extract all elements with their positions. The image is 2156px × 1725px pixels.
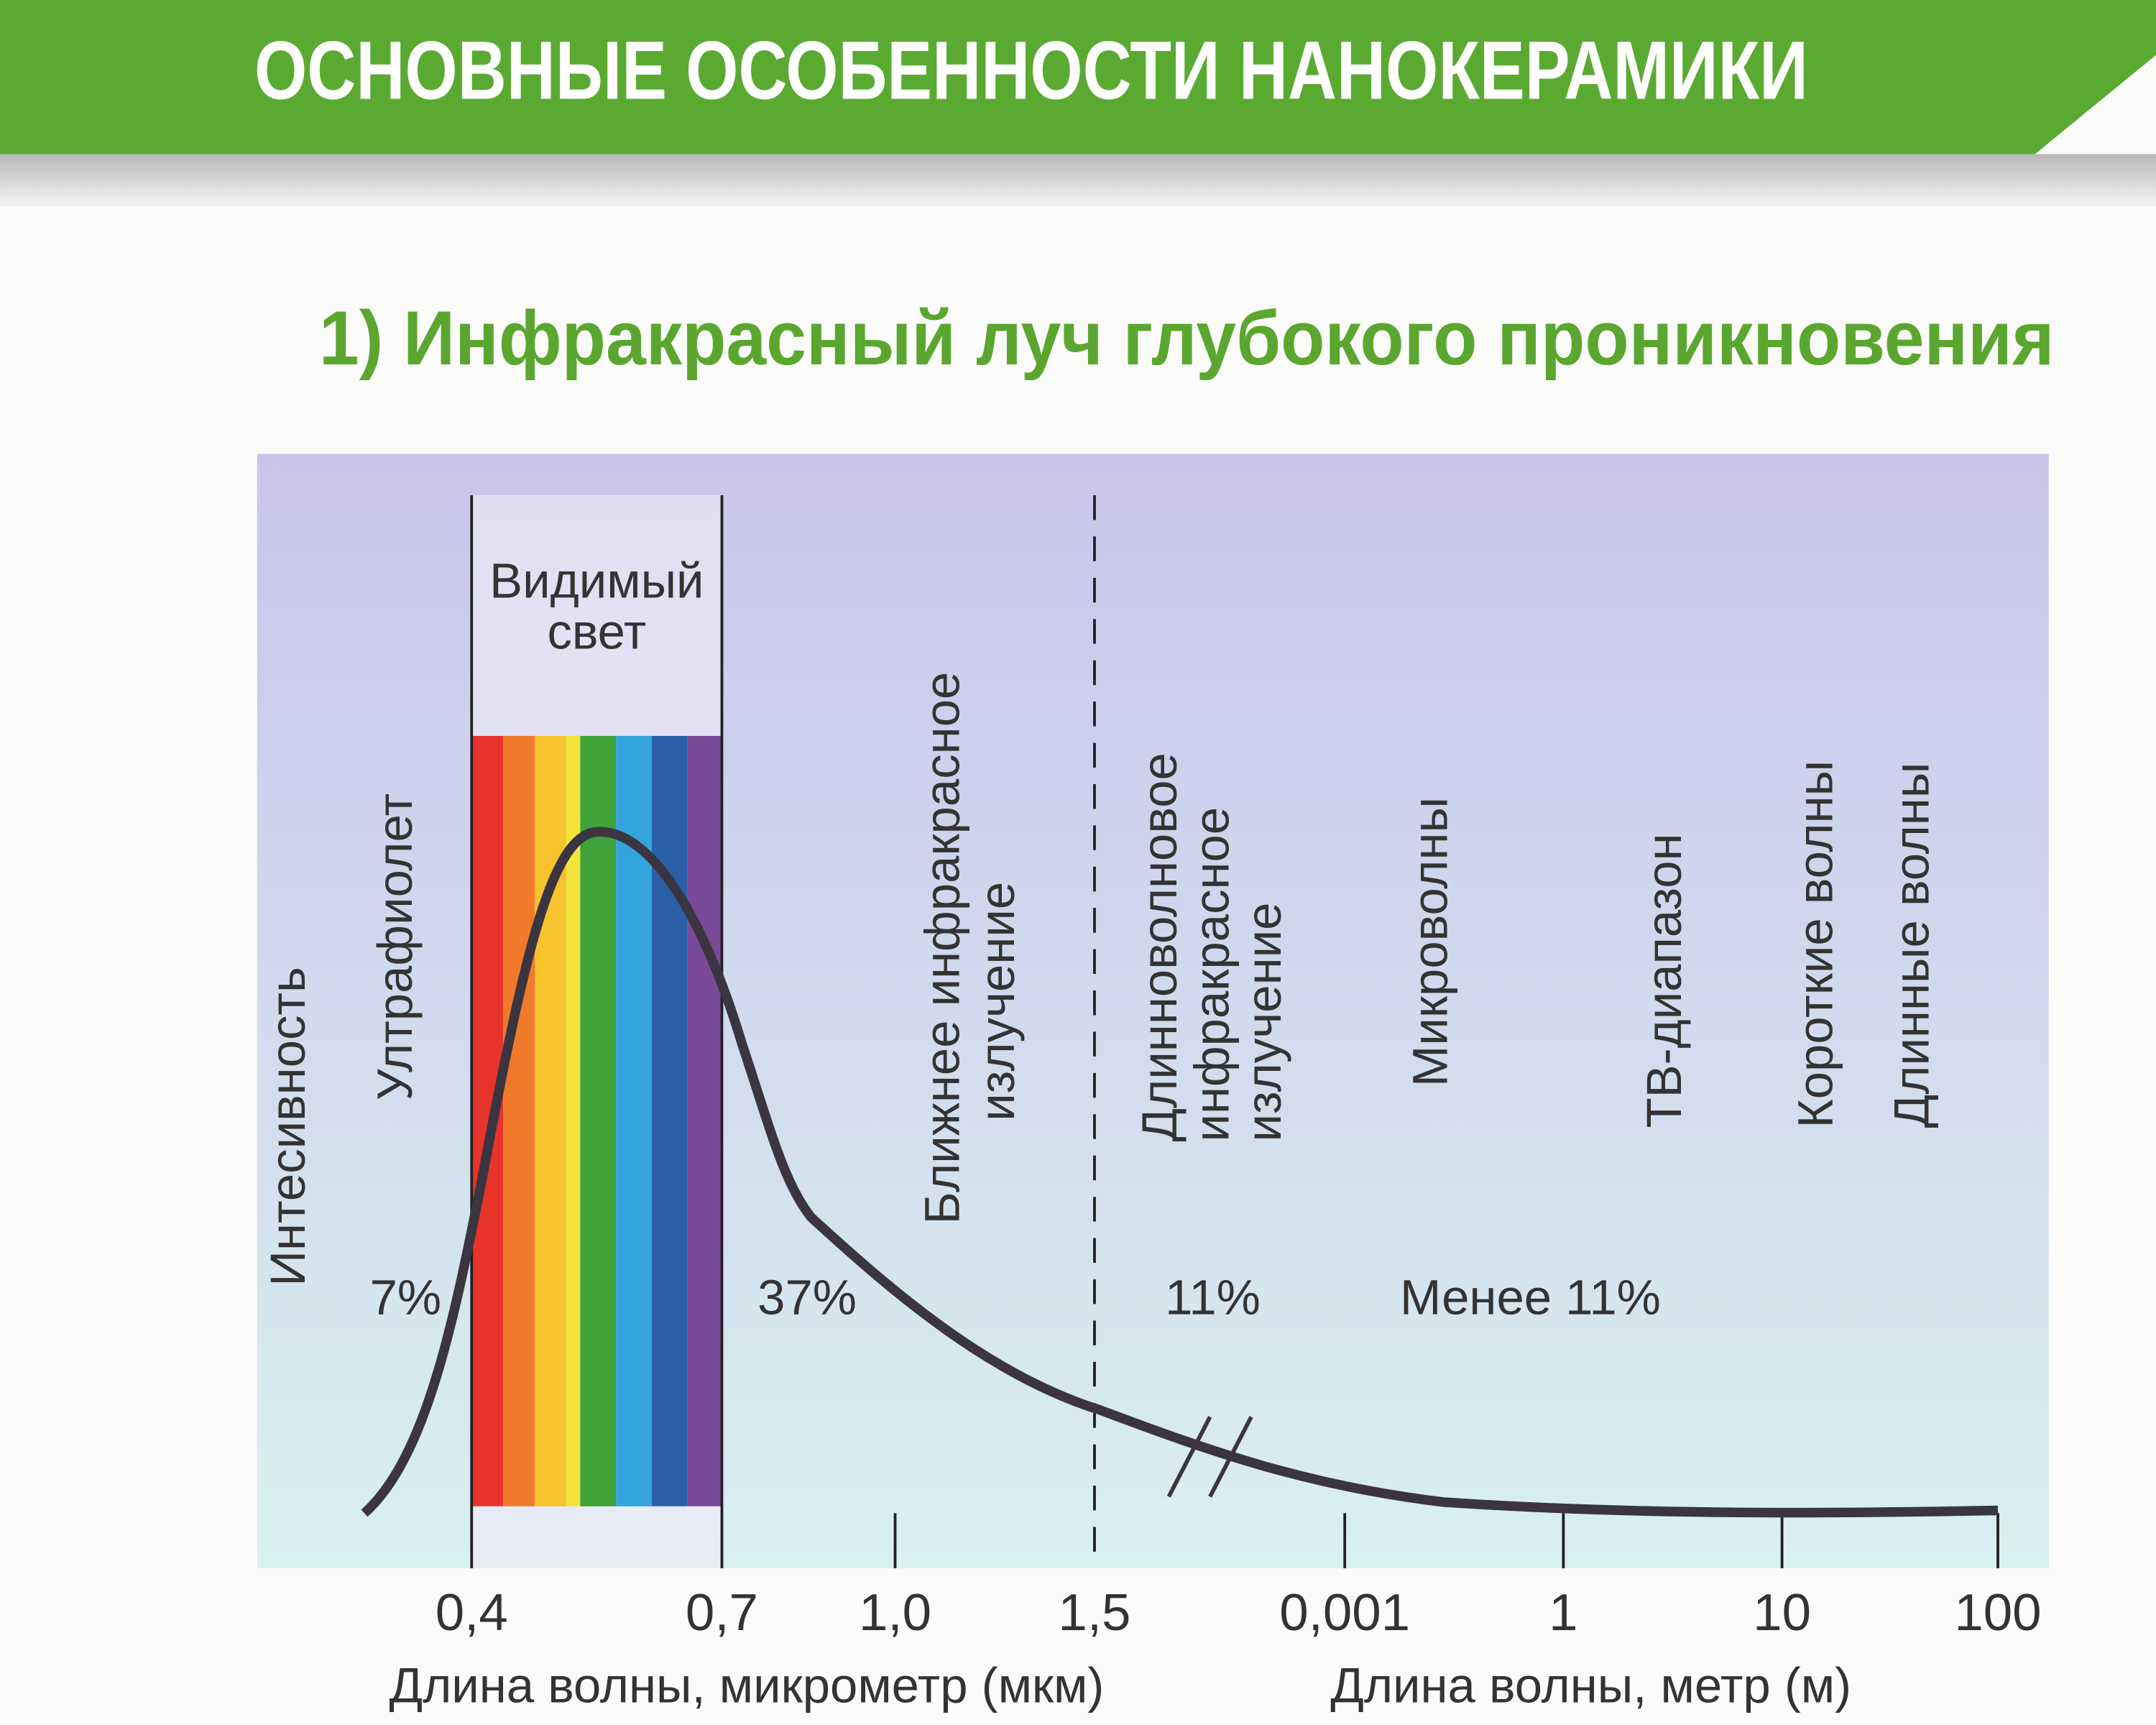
share-label: Менее 11%: [1400, 1270, 1661, 1325]
x-tick-label: 1,0: [859, 1583, 931, 1642]
axis-break: [1208, 1415, 1253, 1498]
share-label: 37%: [757, 1270, 857, 1325]
header-band: [0, 0, 2156, 155]
section-title: 1) Инфракрасный луч глубокого проникнове…: [319, 295, 2055, 381]
header-shadow: [0, 154, 2156, 207]
spectrum-stripe: [651, 735, 688, 1506]
x-tick-label: 100: [1954, 1583, 2041, 1642]
spectrum: [471, 735, 722, 1506]
intensity-curve: [361, 827, 1999, 1518]
x-tick-label: 1: [1549, 1583, 1577, 1642]
spectrum-stripe: [471, 735, 504, 1506]
spectrum-stripe: [503, 735, 535, 1506]
x-axis-title: Длина волны, метр (м): [1330, 1657, 1851, 1713]
region-label: излучение: [969, 882, 1025, 1121]
axis-break: [1166, 1415, 1212, 1498]
region-label: Микроволны: [1403, 797, 1458, 1087]
region-label: Ближнее инфракрасное: [915, 672, 970, 1225]
region-label: Видимый: [489, 553, 704, 609]
region-label: Короткие волны: [1787, 760, 1843, 1128]
header-title: ОСНОВНЫЕ ОСОБЕННОСТИ НАНОКЕРАМИКИ: [254, 24, 1808, 116]
ticks: [893, 1513, 1999, 1568]
region-label: Длинные волны: [1884, 763, 1939, 1128]
x-axis-title: Длина волны, микрометр (мкм): [389, 1657, 1104, 1713]
region-label: Ултрафиолет: [367, 794, 423, 1100]
x-tick-label: 1,5: [1058, 1583, 1130, 1642]
spectrum-stripe: [687, 735, 722, 1506]
x-tick-label: 10: [1753, 1583, 1811, 1642]
region-label: инфракрасное: [1184, 807, 1240, 1142]
spectrum-stripe: [535, 735, 567, 1506]
x-tick-label: 0,4: [436, 1583, 508, 1642]
region-label: свет: [547, 604, 646, 659]
x-tick-label: 0,001: [1279, 1583, 1410, 1642]
y-axis-label: Интесивность: [260, 967, 315, 1286]
x-tick-label: 0,7: [686, 1583, 758, 1642]
region-label: ТВ-диапазон: [1636, 833, 1692, 1128]
spectrum-stripe: [616, 735, 652, 1506]
region-label: излучение: [1236, 903, 1291, 1142]
share-label: 11%: [1165, 1270, 1261, 1325]
spectrum-stripe: [580, 735, 617, 1506]
share-label: 7%: [370, 1270, 442, 1325]
region-label: Длинноволновое: [1132, 753, 1187, 1141]
